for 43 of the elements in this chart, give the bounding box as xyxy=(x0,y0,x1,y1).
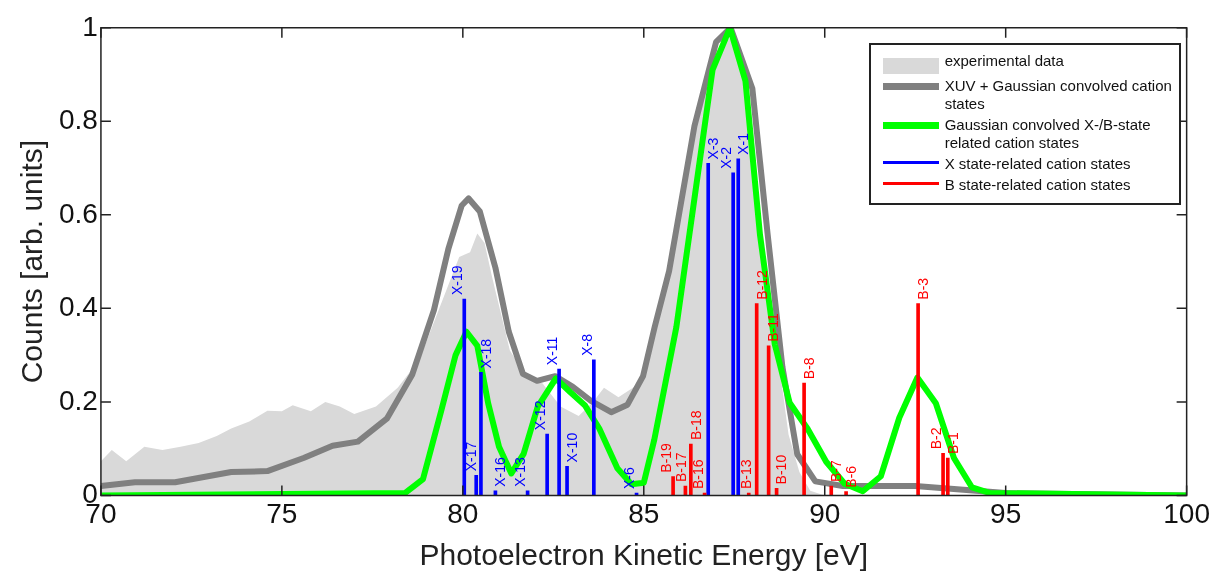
data-label: B-8 xyxy=(800,357,817,380)
data-label: B-10 xyxy=(773,454,790,485)
y-tick-label: 0.2 xyxy=(58,384,98,416)
legend-label: experimental data xyxy=(944,51,1064,70)
data-label: X-1 xyxy=(735,132,752,155)
data-label: B-3 xyxy=(914,277,931,300)
x-tick-label: 80 xyxy=(447,497,479,529)
data-label: X-19 xyxy=(449,265,466,296)
x-tick-label: 95 xyxy=(990,497,1022,529)
data-label: B-17 xyxy=(672,452,689,483)
data-label: X-8 xyxy=(578,333,595,356)
data-label: X-6 xyxy=(621,467,638,490)
x-tick-label: 90 xyxy=(809,497,841,529)
data-label: B-1 xyxy=(944,431,961,454)
data-label: X-11 xyxy=(543,336,560,366)
data-label: B-11 xyxy=(765,313,782,342)
x-tick-label: 100 xyxy=(1163,497,1210,529)
y-tick-label: 0.6 xyxy=(58,197,98,229)
x-axis-title: Photoelectron Kinetic Energy [eV] xyxy=(419,538,869,572)
data-label: X-16 xyxy=(492,456,509,487)
data-label: B-12 xyxy=(753,269,770,300)
data-label: X-12 xyxy=(532,400,549,431)
x-tick-label: 85 xyxy=(628,497,660,529)
data-label: X-13 xyxy=(512,456,529,487)
y-axis-title: Counts [arb. units] xyxy=(15,139,49,384)
data-label: B-19 xyxy=(657,442,674,473)
data-label: X-10 xyxy=(563,432,580,463)
y-tick-label: 0.4 xyxy=(58,291,98,323)
legend-label: Gaussian convolved X-/B-state related cation states xyxy=(944,115,1152,152)
legend-label: X state-related cation states xyxy=(944,154,1131,173)
x-tick-label: 75 xyxy=(266,497,298,529)
data-label: B-16 xyxy=(690,459,707,490)
data-label: X-18 xyxy=(477,338,494,369)
data-label: B-13 xyxy=(738,459,755,490)
y-tick-label: 0.8 xyxy=(58,104,98,136)
data-label: X-17 xyxy=(463,441,480,472)
data-label: B-7 xyxy=(828,460,845,483)
data-label: B-6 xyxy=(842,465,859,488)
data-label: B-18 xyxy=(687,410,704,440)
y-tick-label: 1 xyxy=(82,10,98,42)
legend-label: B state-related cation states xyxy=(944,175,1131,194)
data-label: B-2 xyxy=(927,427,944,450)
legend-label: XUV + Gaussian convolved cation states xyxy=(944,76,1173,113)
